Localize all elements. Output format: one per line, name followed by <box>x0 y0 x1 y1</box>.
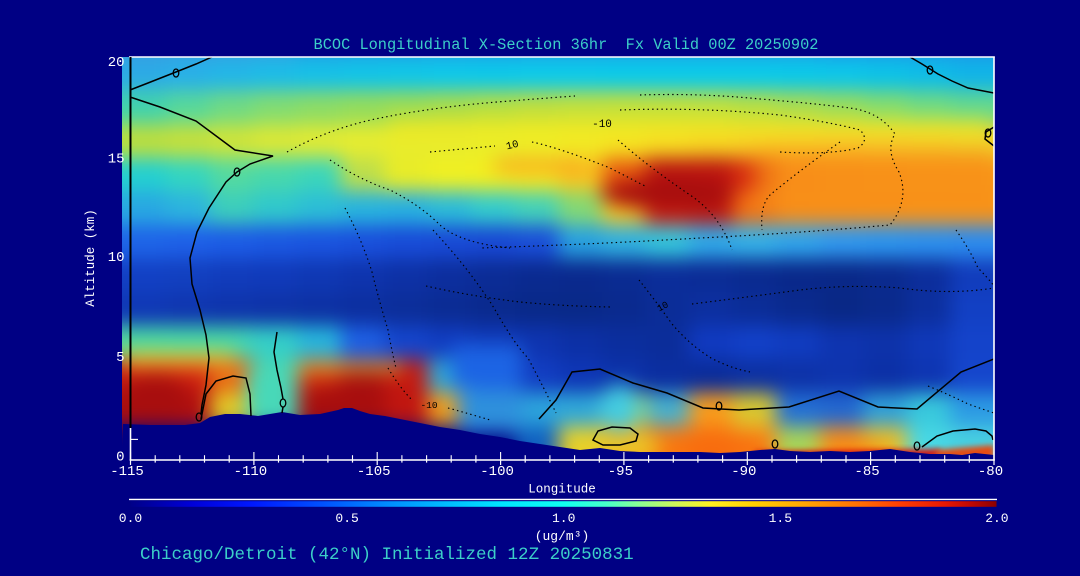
svg-text:-90: -90 <box>731 464 756 480</box>
svg-text:BCOC Longitudinal X-Section 36: BCOC Longitudinal X-Section 36hr Fx Vali… <box>314 36 819 54</box>
svg-text:20: 20 <box>108 55 125 71</box>
svg-text:2.0: 2.0 <box>985 511 1008 526</box>
svg-text:15: 15 <box>108 152 125 168</box>
svg-text:-10: -10 <box>592 119 612 131</box>
svg-text:(ug/m³): (ug/m³) <box>535 529 590 544</box>
svg-text:Chicago/Detroit (42°N) Initial: Chicago/Detroit (42°N) Initialized 12Z 2… <box>140 545 634 565</box>
svg-text:10: 10 <box>655 299 670 314</box>
svg-text:10: 10 <box>505 139 520 154</box>
svg-text:-110: -110 <box>234 464 268 480</box>
svg-text:5: 5 <box>116 350 124 366</box>
svg-text:-95: -95 <box>608 464 633 480</box>
svg-text:0: 0 <box>116 450 124 466</box>
svg-text:-105: -105 <box>357 464 391 480</box>
svg-text:-10: -10 <box>420 400 437 411</box>
svg-text:-80: -80 <box>978 464 1003 480</box>
svg-text:1.0: 1.0 <box>552 511 575 526</box>
svg-text:-85: -85 <box>854 464 879 480</box>
svg-text:-115: -115 <box>110 464 144 480</box>
svg-text:Altitude (km): Altitude (km) <box>84 209 98 307</box>
svg-text:0.5: 0.5 <box>335 511 358 526</box>
svg-text:1.5: 1.5 <box>769 511 792 526</box>
svg-text:Longitude: Longitude <box>528 483 596 497</box>
svg-text:-100: -100 <box>480 464 514 480</box>
svg-text:10: 10 <box>108 250 125 266</box>
svg-text:0.0: 0.0 <box>119 511 142 526</box>
